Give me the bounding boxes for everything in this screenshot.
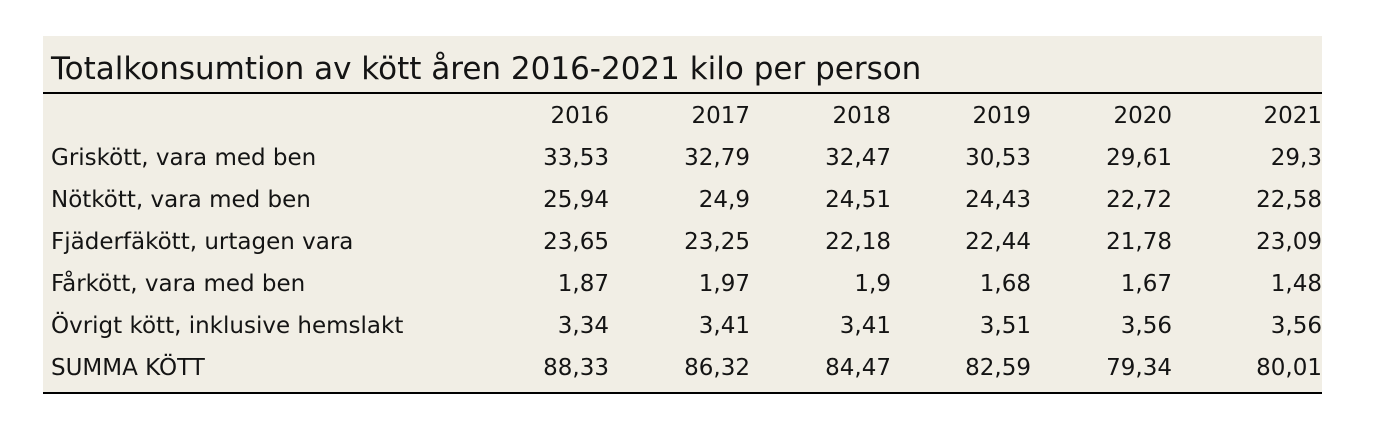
table-cell: 3,56	[1270, 313, 1322, 339]
table-row-pork: Griskött, vara med ben 33,53 32,79 32,47…	[43, 137, 1322, 179]
table-row-total: SUMMA KÖTT 88,33 86,32 84,47 82,59 79,34…	[43, 347, 1322, 389]
header-corner	[43, 95, 469, 137]
table-cell: 25,94	[543, 187, 609, 213]
table-cell: 22,18	[825, 229, 891, 255]
title-divider	[43, 92, 1322, 94]
table-cell: 29,61	[1106, 145, 1172, 171]
column-header-2019: 2019	[972, 103, 1031, 129]
table-cell: 1,68	[979, 271, 1031, 297]
table-cell: 79,34	[1106, 355, 1172, 381]
column-header-2017: 2017	[691, 103, 750, 129]
table-cell: 1,9	[854, 271, 891, 297]
table-cell: 1,87	[557, 271, 609, 297]
bottom-divider	[43, 392, 1322, 394]
row-label: Fjäderfäkött, urtagen vara	[51, 229, 354, 255]
table-title: Totalkonsumtion av kött åren 2016-2021 k…	[51, 51, 922, 87]
row-label: Övrigt kött, inklusive hemslakt	[51, 313, 404, 339]
table-cell: 82,59	[965, 355, 1031, 381]
table-cell: 23,25	[684, 229, 750, 255]
table-cell: 22,44	[965, 229, 1031, 255]
column-header-2018: 2018	[832, 103, 891, 129]
table-cell: 29,3	[1270, 145, 1322, 171]
column-header-2020: 2020	[1113, 103, 1172, 129]
table-row-other-meat: Övrigt kött, inklusive hemslakt 3,34 3,4…	[43, 305, 1322, 347]
table-cell: 1,97	[698, 271, 750, 297]
table-cell: 1,48	[1270, 271, 1322, 297]
table-row-poultry: Fjäderfäkött, urtagen vara 23,65 23,25 2…	[43, 221, 1322, 263]
table-cell: 3,41	[839, 313, 891, 339]
consumption-table: 2016 2017 2018 2019 2020 2021 Griskött, …	[43, 95, 1322, 389]
table-cell: 1,67	[1120, 271, 1172, 297]
meat-consumption-table-panel: Totalkonsumtion av kött åren 2016-2021 k…	[43, 36, 1322, 394]
table-cell: 22,72	[1106, 187, 1172, 213]
row-label: Griskött, vara med ben	[51, 145, 317, 171]
table-cell: 3,34	[557, 313, 609, 339]
table-cell: 23,09	[1256, 229, 1322, 255]
table-cell: 30,53	[965, 145, 1031, 171]
table-row-beef: Nötkött, vara med ben 25,94 24,9 24,51 2…	[43, 179, 1322, 221]
table-cell: 22,58	[1256, 187, 1322, 213]
table-cell: 24,43	[965, 187, 1031, 213]
table-cell: 88,33	[543, 355, 609, 381]
table-cell: 84,47	[825, 355, 891, 381]
column-header-2016: 2016	[550, 103, 609, 129]
header-row: 2016 2017 2018 2019 2020 2021	[43, 95, 1322, 137]
table-cell: 32,47	[825, 145, 891, 171]
table-cell: 21,78	[1106, 229, 1172, 255]
table-cell: 33,53	[543, 145, 609, 171]
table-cell: 86,32	[684, 355, 750, 381]
row-label: Fårkött, vara med ben	[51, 271, 306, 297]
table-cell: 3,41	[698, 313, 750, 339]
table-cell: 24,9	[698, 187, 750, 213]
table-cell: 24,51	[825, 187, 891, 213]
table-cell: 80,01	[1256, 355, 1322, 381]
row-label: Nötkött, vara med ben	[51, 187, 311, 213]
table-row-lamb: Fårkött, vara med ben 1,87 1,97 1,9 1,68…	[43, 263, 1322, 305]
table-cell: 3,51	[979, 313, 1031, 339]
table-cell: 32,79	[684, 145, 750, 171]
row-label: SUMMA KÖTT	[51, 355, 205, 381]
table-cell: 23,65	[543, 229, 609, 255]
column-header-2021: 2021	[1263, 103, 1322, 129]
table-cell: 3,56	[1120, 313, 1172, 339]
